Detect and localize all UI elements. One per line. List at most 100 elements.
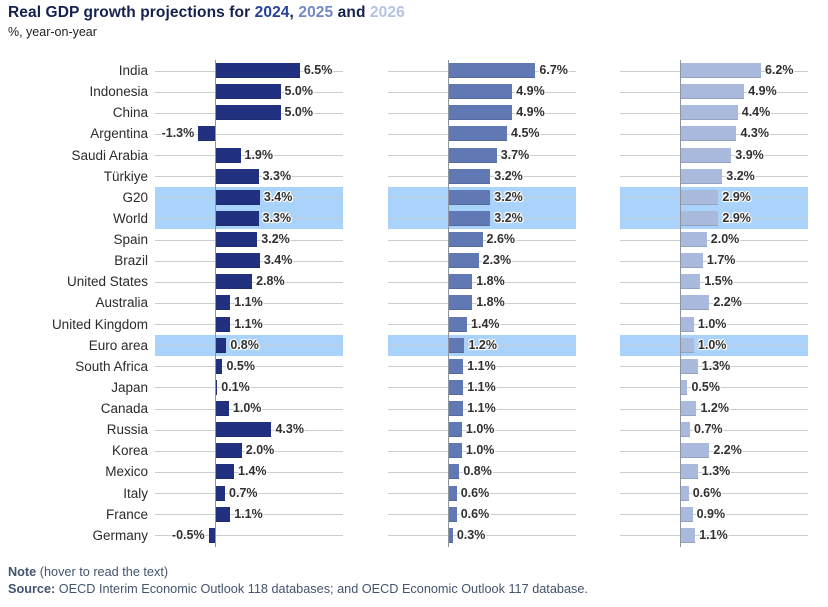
- table-row: 1.9%: [155, 145, 343, 166]
- bar-2024-euro-area[interactable]: [216, 337, 227, 353]
- bar-2025-argentina[interactable]: [449, 126, 508, 142]
- bar-2024-g20[interactable]: [216, 189, 260, 205]
- bar-2024-argentina[interactable]: [198, 126, 215, 142]
- table-row-highlighted: 3.3%: [155, 207, 343, 229]
- bar-2024-canada[interactable]: [216, 401, 229, 416]
- gridline: [620, 408, 808, 410]
- bar-2026-saudi-arabia[interactable]: [681, 147, 732, 163]
- table-row: 0.5%: [155, 356, 343, 377]
- category-label: United Kingdom: [51, 316, 148, 332]
- bar-2024-australia[interactable]: [216, 295, 231, 311]
- bar-2026-indonesia[interactable]: [681, 84, 745, 100]
- bar-2025-india[interactable]: [449, 63, 536, 78]
- gridline: [620, 239, 808, 241]
- bar-2024-france[interactable]: [216, 506, 231, 522]
- bar-2024-germany[interactable]: [208, 527, 215, 543]
- bar-2026-france[interactable]: [681, 506, 693, 522]
- bar-2026-g20[interactable]: [681, 189, 719, 205]
- bar-2026-australia[interactable]: [681, 295, 710, 311]
- bar-2025-italy[interactable]: [449, 485, 457, 501]
- bar-2025-euro-area[interactable]: [449, 337, 465, 353]
- bar-2024-saudi-arabia[interactable]: [216, 147, 241, 163]
- bar-2025-united-states[interactable]: [449, 274, 473, 290]
- bar-2024-china[interactable]: [216, 105, 281, 121]
- gridline: [388, 281, 576, 283]
- bar-2026-italy[interactable]: [681, 485, 689, 501]
- bar-2025-saudi-arabia[interactable]: [449, 147, 497, 163]
- bar-2025-g20[interactable]: [449, 189, 491, 205]
- gridline: [620, 366, 808, 368]
- bar-2024-japan[interactable]: [216, 379, 218, 395]
- bar-2026-türkiye[interactable]: [681, 168, 723, 184]
- bar-2026-united-states[interactable]: [681, 274, 701, 290]
- bar-2025-france[interactable]: [449, 506, 457, 522]
- bar-2025-korea[interactable]: [449, 443, 462, 459]
- bar-2024-united-kingdom[interactable]: [216, 316, 231, 332]
- table-row: 4.3%: [620, 123, 808, 144]
- bar-2025-spain[interactable]: [449, 232, 483, 247]
- bar-2026-argentina[interactable]: [681, 126, 737, 142]
- category-label: Euro area: [88, 337, 148, 353]
- value-label: 4.3%: [740, 126, 769, 141]
- bar-2026-spain[interactable]: [681, 232, 707, 247]
- bar-2025-brazil[interactable]: [449, 253, 479, 269]
- bar-2024-brazil[interactable]: [216, 253, 260, 269]
- bar-2025-south-africa[interactable]: [449, 358, 464, 374]
- axis-zero-line: [215, 60, 216, 547]
- category-label: G20: [122, 189, 148, 205]
- bar-2025-china[interactable]: [449, 105, 513, 121]
- bar-2026-russia[interactable]: [681, 422, 691, 438]
- title-separator-2: and: [333, 4, 370, 21]
- bar-2026-india[interactable]: [681, 63, 761, 78]
- value-label: 0.6%: [692, 485, 722, 500]
- value-label: 5.0%: [284, 105, 314, 120]
- bar-2026-world[interactable]: [681, 210, 719, 226]
- bar-2025-indonesia[interactable]: [449, 84, 513, 100]
- table-row: 0.3%: [388, 525, 576, 546]
- bar-2026-china[interactable]: [681, 105, 738, 121]
- bar-2025-germany[interactable]: [449, 527, 453, 543]
- gridline: [388, 387, 576, 389]
- category-label: Brazil: [114, 253, 148, 269]
- value-label: 1.8%: [476, 274, 505, 289]
- bar-2024-korea[interactable]: [216, 443, 242, 459]
- bar-2026-south-africa[interactable]: [681, 358, 698, 374]
- bar-2026-euro-area[interactable]: [681, 337, 694, 353]
- bar-2025-world[interactable]: [449, 210, 491, 226]
- source-text: OECD Interim Economic Outlook 118 databa…: [55, 582, 588, 596]
- bar-2024-world[interactable]: [216, 210, 259, 226]
- bar-2026-canada[interactable]: [681, 401, 697, 416]
- bar-2025-türkiye[interactable]: [449, 168, 491, 184]
- bar-2024-indonesia[interactable]: [216, 84, 281, 100]
- value-label: 2.2%: [713, 443, 742, 458]
- bar-2026-united-kingdom[interactable]: [681, 316, 694, 332]
- table-row: -1.3%: [155, 123, 343, 144]
- gridline: [620, 471, 808, 473]
- title-year-2025: 2025: [298, 4, 334, 21]
- table-row-highlighted: 3.2%: [388, 186, 576, 208]
- bar-2026-brazil[interactable]: [681, 253, 703, 269]
- bar-2024-india[interactable]: [216, 63, 300, 78]
- bar-2025-mexico[interactable]: [449, 464, 460, 480]
- bar-2024-south-africa[interactable]: [216, 358, 223, 374]
- note-line[interactable]: Note (hover to read the text): [8, 565, 588, 579]
- bar-2024-russia[interactable]: [216, 422, 272, 438]
- gridline: [155, 345, 343, 347]
- bar-2025-russia[interactable]: [449, 422, 462, 438]
- bar-2024-italy[interactable]: [216, 485, 226, 501]
- bar-2026-korea[interactable]: [681, 443, 710, 459]
- bar-2025-australia[interactable]: [449, 295, 473, 311]
- bar-2024-united-states[interactable]: [216, 274, 253, 290]
- bar-2024-spain[interactable]: [216, 232, 258, 247]
- bar-2026-mexico[interactable]: [681, 464, 698, 480]
- note-label[interactable]: Note: [8, 565, 37, 579]
- bar-2025-united-kingdom[interactable]: [449, 316, 468, 332]
- bar-2024-türkiye[interactable]: [216, 168, 259, 184]
- bar-2025-canada[interactable]: [449, 401, 464, 416]
- bar-2026-japan[interactable]: [681, 379, 688, 395]
- bar-2024-mexico[interactable]: [216, 464, 235, 480]
- value-label: 0.5%: [226, 358, 255, 373]
- value-label: 1.0%: [232, 401, 262, 415]
- bar-2026-germany[interactable]: [681, 527, 696, 543]
- bar-2025-japan[interactable]: [449, 379, 464, 395]
